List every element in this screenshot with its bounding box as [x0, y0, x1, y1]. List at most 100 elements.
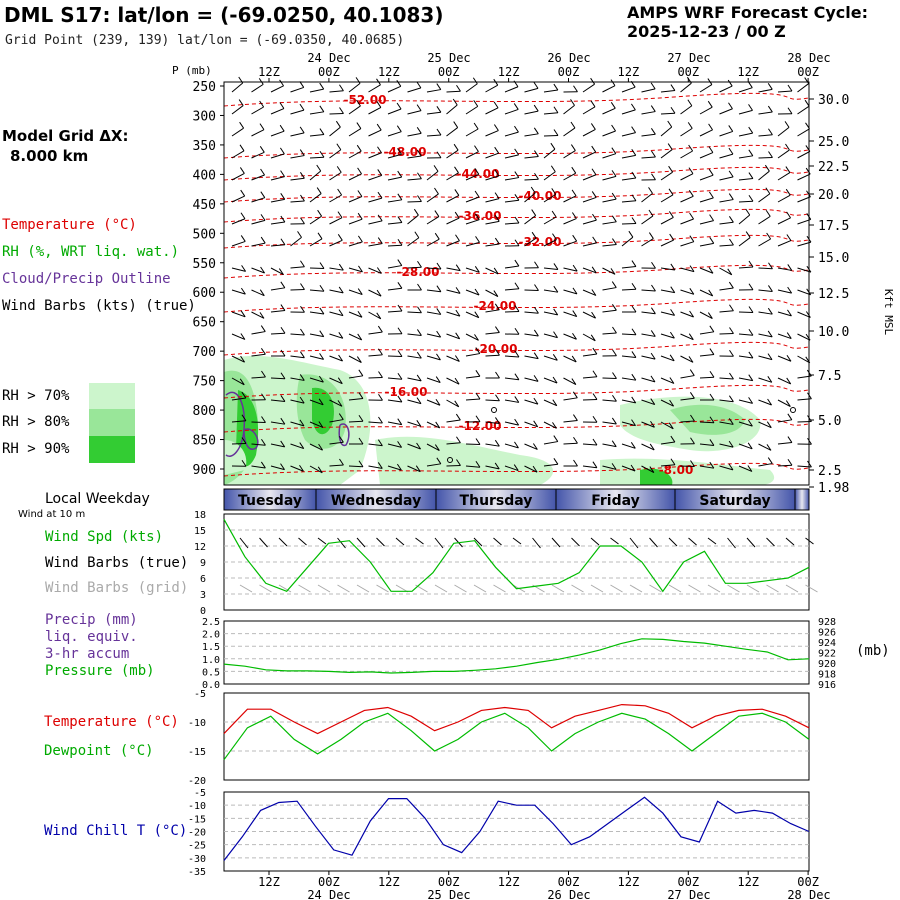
wind-barb-flag	[670, 435, 676, 443]
wind-barb	[699, 129, 713, 137]
wind-barb	[485, 107, 499, 115]
wind-barb-flag	[533, 127, 539, 135]
wind-barb	[719, 287, 734, 291]
wind-barb	[738, 465, 753, 472]
wind-barb-flag	[376, 123, 382, 131]
wind-barb	[465, 128, 479, 137]
wind-barb	[719, 399, 734, 403]
wind-barb-flag	[279, 79, 284, 87]
wind-barb-flag	[728, 170, 734, 178]
wind-barb	[563, 355, 577, 363]
wind-barb-flag	[767, 353, 773, 360]
wind-barb	[504, 154, 519, 159]
wind-barb-flag	[748, 374, 754, 381]
wind-barb-flag	[454, 211, 460, 219]
wind-barb-flag	[728, 440, 734, 448]
pressure-ytick: 924	[818, 638, 836, 649]
wind-barb-flag	[785, 400, 791, 407]
rh-region	[670, 404, 745, 435]
wind-barb-flag	[650, 352, 656, 360]
wind-barb	[504, 288, 519, 291]
wind-barb	[329, 377, 343, 385]
wind-barb-flag	[748, 306, 754, 313]
wind-barb-flag	[258, 78, 264, 85]
wind-barb	[407, 443, 421, 450]
wind-barb	[348, 333, 362, 341]
wind-barb-flag	[319, 284, 325, 292]
wind-barb-flag	[570, 99, 575, 106]
wind-barb-flag	[494, 439, 500, 447]
wind-barb	[368, 152, 382, 159]
wind-barb	[738, 109, 753, 115]
wind-barb	[290, 399, 305, 404]
wind-barb-flag	[768, 151, 773, 158]
wind-barb-flag	[591, 145, 597, 153]
wind-barb-flag	[745, 208, 751, 216]
wind-barb-flag	[280, 440, 286, 448]
wind-barb	[621, 154, 636, 159]
wind-barb	[738, 200, 754, 203]
wind-barb-flag	[787, 84, 793, 92]
wind-barb-flag	[728, 418, 734, 425]
wind-barb-flag	[612, 349, 617, 357]
wind-barb-flag	[767, 376, 773, 383]
true-wind-barb	[239, 537, 249, 549]
wind-barb	[231, 105, 244, 115]
wind-barb	[270, 176, 285, 181]
wind-barb-flag	[767, 83, 773, 90]
wind-barb	[641, 443, 655, 451]
wind-barb-flag	[319, 105, 325, 113]
wind-barb	[270, 108, 285, 115]
grid-wind-barb	[746, 584, 760, 593]
wind-barb	[290, 86, 304, 93]
wind-barb-flag	[414, 231, 420, 239]
pressure-label: Pressure (mb)	[45, 663, 155, 679]
wind-barb	[777, 267, 792, 271]
wind-barb-flag	[592, 236, 598, 244]
wind-barb-flag	[455, 309, 461, 317]
wind-barb-flag	[455, 287, 461, 294]
wind-barb	[368, 129, 382, 137]
wind-barb	[504, 377, 519, 381]
precip-panel-frame	[223, 620, 810, 685]
wind-barb-flag	[631, 305, 637, 313]
wind-barb	[641, 311, 656, 315]
wind-barb	[797, 83, 809, 93]
wind-barb	[290, 355, 305, 359]
wind-barb	[504, 265, 519, 269]
wind-barb-flag	[316, 164, 322, 172]
wind-barb-flag	[787, 458, 793, 466]
wind-barb	[777, 126, 790, 137]
wind-barb	[621, 266, 636, 269]
wind-barb-flag	[590, 123, 596, 130]
wind-barb	[621, 132, 636, 137]
wind-barb-flag	[240, 212, 246, 220]
wind-barb-flag	[435, 398, 441, 406]
wind-barb-flag	[552, 422, 557, 429]
temperature-line	[223, 703, 810, 735]
true-wind-barb	[395, 537, 405, 546]
wind-barb	[407, 311, 422, 314]
wind-barb-flag	[553, 308, 559, 316]
wind-barb-flag	[378, 371, 383, 378]
wind-barb	[738, 421, 753, 427]
wind-barb	[329, 399, 343, 407]
wind-barb	[602, 465, 617, 470]
wind-barb-flag	[239, 378, 245, 386]
wind-barb-flag	[259, 123, 265, 130]
wind-barb	[348, 398, 363, 401]
wind-barb-flag	[785, 188, 791, 196]
wind-barb-flag	[378, 393, 383, 401]
wind-barb	[348, 173, 362, 181]
wind-barb	[348, 150, 362, 159]
wind-barb	[485, 332, 500, 335]
wind-barb-flag	[806, 190, 811, 198]
wind-barb	[309, 399, 324, 406]
wind-barb-flag	[260, 191, 266, 198]
wind-barb	[251, 443, 266, 446]
wind-barb	[621, 200, 636, 203]
wind-barb-flag	[338, 263, 344, 271]
grid-wind-barb	[805, 584, 818, 593]
wind-barb	[446, 289, 461, 294]
wind-barb	[543, 355, 558, 361]
